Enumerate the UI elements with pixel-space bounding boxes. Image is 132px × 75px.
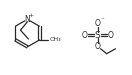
Text: S: S <box>95 31 101 40</box>
Text: N: N <box>25 15 30 24</box>
Text: CH₃: CH₃ <box>50 37 61 42</box>
Text: ⁻: ⁻ <box>100 17 104 23</box>
Text: O: O <box>82 31 88 40</box>
Text: +: + <box>29 13 34 18</box>
Text: O: O <box>95 19 101 28</box>
Text: O: O <box>95 42 101 51</box>
Text: O: O <box>108 31 114 40</box>
